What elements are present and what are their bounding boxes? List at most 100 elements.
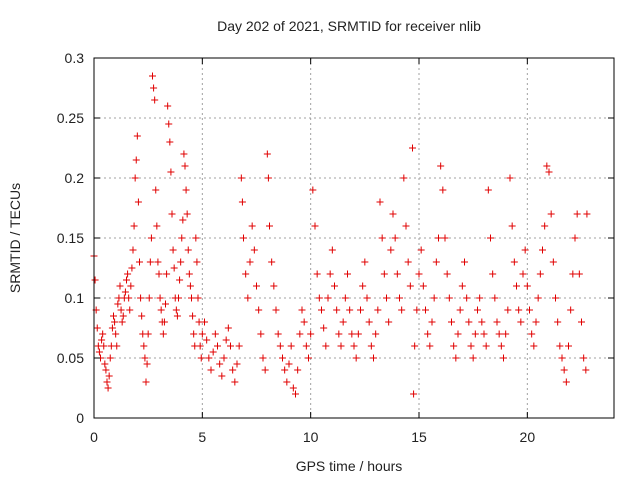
data-point — [337, 342, 345, 350]
data-point — [400, 174, 408, 182]
data-point — [209, 348, 217, 356]
data-point — [448, 318, 455, 326]
data-point — [439, 186, 447, 194]
data-point — [500, 354, 507, 362]
data-point — [456, 306, 464, 314]
data-point — [162, 300, 169, 308]
data-point — [482, 342, 490, 350]
data-point — [152, 186, 160, 194]
data-point — [198, 330, 206, 338]
data-point — [132, 156, 140, 164]
data-point — [227, 342, 234, 350]
data-point — [556, 342, 564, 350]
data-point — [180, 150, 188, 158]
data-point — [465, 318, 473, 326]
data-point — [441, 234, 449, 242]
data-point — [476, 294, 484, 302]
data-point — [182, 186, 190, 194]
data-point — [491, 294, 499, 302]
data-point — [186, 282, 194, 290]
data-point — [266, 222, 273, 230]
data-point — [93, 324, 101, 332]
data-point — [372, 330, 380, 338]
data-point — [127, 282, 135, 290]
x-tick-label: 15 — [411, 429, 427, 445]
data-point — [387, 246, 395, 254]
data-point — [326, 270, 334, 278]
data-point — [170, 264, 178, 272]
data-point — [298, 306, 306, 314]
y-tick-label: 0.2 — [65, 170, 85, 186]
data-point — [150, 84, 158, 92]
data-point — [264, 174, 272, 182]
data-point — [409, 144, 416, 152]
data-point — [521, 246, 529, 254]
data-point — [91, 276, 99, 284]
data-point — [220, 354, 228, 362]
data-point — [565, 342, 572, 350]
data-point — [130, 222, 138, 230]
data-point — [508, 222, 516, 230]
data-point — [361, 258, 369, 266]
data-point — [118, 318, 126, 326]
data-point — [517, 318, 525, 326]
data-point — [307, 330, 315, 338]
data-point — [222, 336, 230, 344]
data-point — [450, 342, 458, 350]
data-point — [283, 378, 291, 386]
x-tick-label: 0 — [90, 429, 98, 445]
data-point — [413, 306, 421, 314]
data-point — [344, 270, 351, 278]
data-point — [489, 270, 497, 278]
data-point — [113, 342, 121, 350]
data-point — [248, 222, 256, 230]
data-point — [167, 168, 175, 176]
data-point — [128, 264, 136, 272]
data-point — [183, 210, 191, 218]
data-point — [374, 306, 382, 314]
data-point — [149, 72, 156, 80]
data-point — [333, 306, 341, 314]
y-axis-label: SRMTID / TECUs — [7, 183, 23, 293]
data-point — [211, 330, 219, 338]
data-point — [184, 246, 192, 254]
data-point — [177, 258, 185, 266]
data-point — [259, 354, 267, 362]
data-point — [389, 210, 397, 218]
data-point — [112, 330, 120, 338]
data-point — [255, 306, 263, 314]
data-point — [281, 366, 289, 374]
data-point — [554, 318, 562, 326]
data-point — [105, 372, 113, 380]
data-point — [571, 234, 579, 242]
data-point — [216, 360, 224, 368]
data-point — [352, 354, 360, 362]
data-point — [274, 330, 282, 338]
data-point — [263, 150, 271, 158]
data-point — [424, 330, 432, 338]
data-point — [108, 324, 116, 332]
data-point — [558, 354, 566, 362]
data-point — [104, 384, 112, 392]
data-point — [99, 330, 107, 338]
data-point — [393, 270, 401, 278]
data-point — [359, 282, 367, 290]
y-tick-label: 0.3 — [65, 50, 85, 66]
data-point — [126, 306, 134, 314]
data-point — [98, 336, 106, 344]
data-point — [110, 312, 117, 320]
data-point — [144, 330, 152, 338]
data-point — [357, 306, 364, 314]
data-point — [111, 318, 119, 326]
data-point — [458, 282, 466, 290]
data-point — [138, 312, 146, 320]
data-point — [543, 162, 551, 170]
data-point — [238, 198, 246, 206]
data-point — [493, 318, 501, 326]
data-point — [402, 222, 410, 230]
data-point — [502, 330, 510, 338]
data-point — [320, 324, 328, 332]
data-point — [383, 294, 390, 302]
data-point — [410, 390, 418, 398]
